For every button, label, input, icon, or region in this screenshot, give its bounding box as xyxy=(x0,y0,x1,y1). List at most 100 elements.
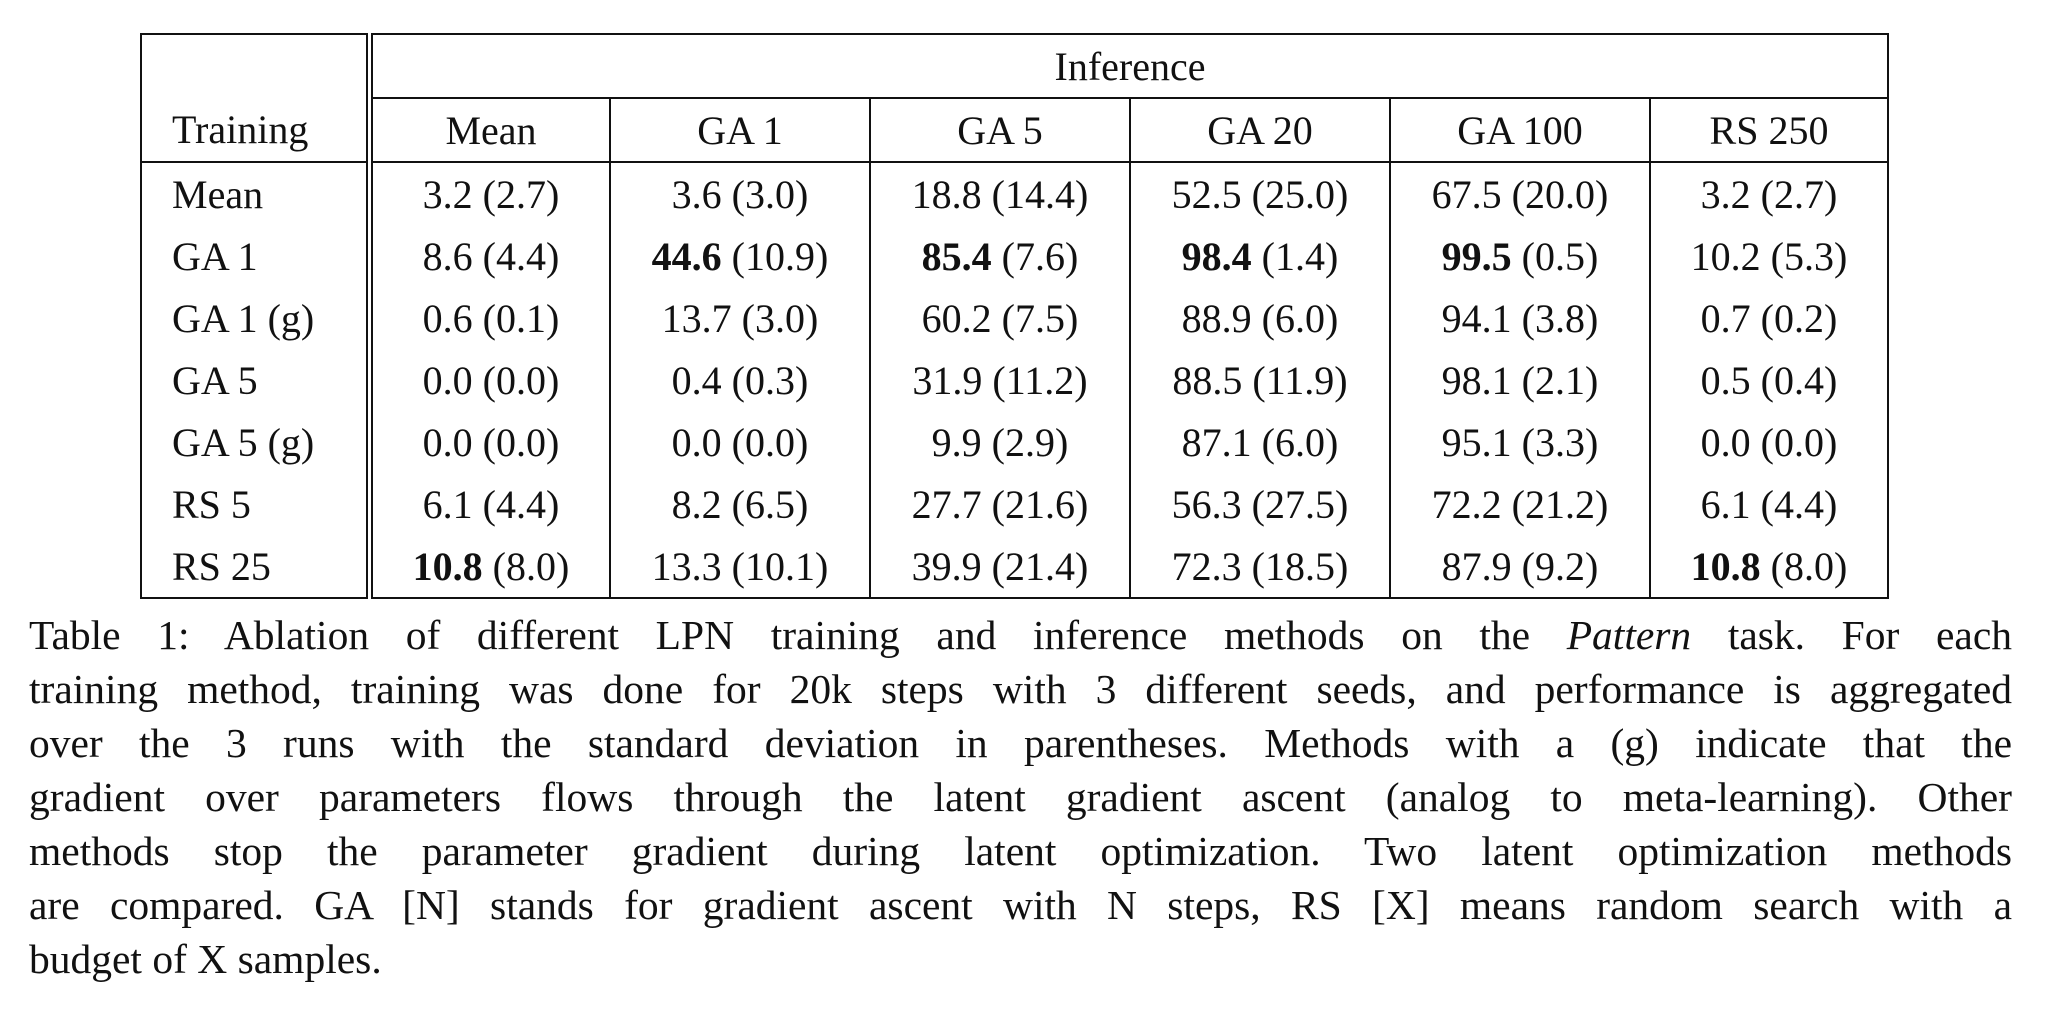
cell-sd: (6.0) xyxy=(1261,295,1339,341)
row-label: GA 1 (g) xyxy=(141,287,373,349)
table-row: GA 5 (g) 0.0 (0.0) 0.0 (0.0) 9.9 (2.9) 87.1 … xyxy=(141,411,1888,473)
cell-value: 85.4 xyxy=(921,233,992,279)
cell-sd: (25.0) xyxy=(1251,171,1349,217)
cell-sd: (2.1) xyxy=(1521,357,1599,403)
cell-value: 72.3 xyxy=(1171,543,1242,589)
cell-value: 94.1 xyxy=(1441,295,1512,341)
cell: 0.4 (0.3) xyxy=(609,349,870,411)
cell: 8.2 (6.5) xyxy=(609,473,870,535)
cell-sd: (4.4) xyxy=(482,233,560,279)
row-label: GA 1 xyxy=(141,225,373,287)
cell-sd: (2.9) xyxy=(991,419,1069,465)
caption-line: budget of X samples. xyxy=(29,932,2012,986)
cell-sd: (21.4) xyxy=(991,543,1089,589)
table-body: Mean 3.2 (2.7) 3.6 (3.0) 18.8 (14.4) 52.5 (2… xyxy=(141,162,1888,598)
cell-value: 60.2 xyxy=(921,295,992,341)
cell: 0.0 (0.0) xyxy=(370,411,611,473)
caption-line: over the 3 runs with the standard deviat… xyxy=(29,716,2012,770)
cell: 31.9 (11.2) xyxy=(869,349,1130,411)
cell-value: 0.6 xyxy=(422,295,473,341)
column-header: RS 250 xyxy=(1649,97,1888,163)
cell-value: 0.4 xyxy=(671,357,722,403)
cell-value: 88.5 xyxy=(1172,357,1243,403)
cell-sd: (4.4) xyxy=(482,481,560,527)
cell-sd: (5.3) xyxy=(1770,233,1848,279)
cell: 52.5 (25.0) xyxy=(1129,162,1390,225)
cell: 60.2 (7.5) xyxy=(869,287,1130,349)
cell-sd: (3.8) xyxy=(1521,295,1599,341)
cell-value: 95.1 xyxy=(1441,419,1512,465)
cell-sd: (0.4) xyxy=(1760,357,1838,403)
cell-sd: (0.5) xyxy=(1521,233,1599,279)
cell-value: 9.9 xyxy=(931,419,982,465)
cell: 87.9 (9.2) xyxy=(1389,535,1650,598)
cell: 6.1 (4.4) xyxy=(370,473,611,535)
cell: 56.3 (27.5) xyxy=(1129,473,1390,535)
cell-value: 0.0 xyxy=(422,357,473,403)
caption-text: training method, training was done for 2… xyxy=(29,666,2012,712)
cell-value: 13.7 xyxy=(661,295,732,341)
cell-sd: (0.0) xyxy=(1760,419,1838,465)
caption-text: task. For each xyxy=(1691,612,2012,658)
cell-value: 0.0 xyxy=(1700,419,1751,465)
cell-value: 72.2 xyxy=(1431,481,1502,527)
cell: 88.5 (11.9) xyxy=(1129,349,1390,411)
row-label: RS 25 xyxy=(141,535,373,598)
cell: 10.8 (8.0) xyxy=(1649,535,1888,598)
cell-value: 88.9 xyxy=(1181,295,1252,341)
cell: 0.7 (0.2) xyxy=(1649,287,1888,349)
caption-line: training method, training was done for 2… xyxy=(29,662,2012,716)
caption-text: gradient over parameters flows through t… xyxy=(29,774,2012,820)
row-label: Mean xyxy=(141,162,373,225)
table-row: RS 25 10.8 (8.0) 13.3 (10.1) 39.9 (21.4) 72.… xyxy=(141,535,1888,598)
table-row: Mean 3.2 (2.7) 3.6 (3.0) 18.8 (14.4) 52.5 (2… xyxy=(141,162,1888,225)
cell: 18.8 (14.4) xyxy=(869,162,1130,225)
cell-sd: (1.4) xyxy=(1261,233,1339,279)
table-row: GA 1 (g) 0.6 (0.1) 13.7 (3.0) 60.2 (7.5) 88.… xyxy=(141,287,1888,349)
table-row: RS 5 6.1 (4.4) 8.2 (6.5) 27.7 (21.6) 56.3 (2… xyxy=(141,473,1888,535)
cell: 98.1 (2.1) xyxy=(1389,349,1650,411)
cell-value: 10.8 xyxy=(1690,543,1761,589)
cell-value: 99.5 xyxy=(1441,233,1512,279)
cell: 67.5 (20.0) xyxy=(1389,162,1650,225)
column-header: GA 1 xyxy=(609,97,870,163)
column-header: Mean xyxy=(369,97,610,163)
cell-value: 18.8 xyxy=(911,171,982,217)
caption-text: Pattern xyxy=(1566,612,1692,658)
cell-value: 0.0 xyxy=(671,419,722,465)
cell-value: 0.5 xyxy=(1700,357,1751,403)
cell: 0.6 (0.1) xyxy=(370,287,611,349)
cell-value: 67.5 xyxy=(1431,171,1502,217)
cell-sd: (11.9) xyxy=(1252,357,1348,403)
cell: 9.9 (2.9) xyxy=(869,411,1130,473)
cell: 0.0 (0.0) xyxy=(370,349,611,411)
cell-value: 87.1 xyxy=(1181,419,1252,465)
cell: 27.7 (21.6) xyxy=(869,473,1130,535)
cell-value: 10.2 xyxy=(1690,233,1761,279)
column-header: GA 100 xyxy=(1389,97,1650,163)
cell: 39.9 (21.4) xyxy=(869,535,1130,598)
caption-line: are compared. GA [N] stands for gradient… xyxy=(29,878,2012,932)
cell: 95.1 (3.3) xyxy=(1389,411,1650,473)
cell-sd: (8.0) xyxy=(492,543,570,589)
cell-value: 3.2 xyxy=(422,171,473,217)
cell: 0.0 (0.0) xyxy=(1649,411,1888,473)
cell: 85.4 (7.6) xyxy=(869,225,1130,287)
cell-value: 0.7 xyxy=(1700,295,1751,341)
caption: Table 1: Ablation of different LPN train… xyxy=(29,608,2012,986)
cell-value: 0.0 xyxy=(422,419,473,465)
cell-sd: (0.2) xyxy=(1760,295,1838,341)
group-header: Inference xyxy=(369,34,1888,99)
cell-sd: (6.0) xyxy=(1261,419,1339,465)
cell-sd: (8.0) xyxy=(1770,543,1848,589)
table-row: GA 1 8.6 (4.4) 44.6 (10.9) 85.4 (7.6) 98.4 (… xyxy=(141,225,1888,287)
cell-sd: (0.0) xyxy=(482,357,560,403)
cell: 10.8 (8.0) xyxy=(370,535,611,598)
cell-value: 6.1 xyxy=(422,481,473,527)
caption-text: methods stop the parameter gradient duri… xyxy=(29,828,2012,874)
cell: 99.5 (0.5) xyxy=(1389,225,1650,287)
cell-sd: (7.5) xyxy=(1001,295,1079,341)
cell: 0.0 (0.0) xyxy=(609,411,870,473)
cell-sd: (10.1) xyxy=(731,543,829,589)
